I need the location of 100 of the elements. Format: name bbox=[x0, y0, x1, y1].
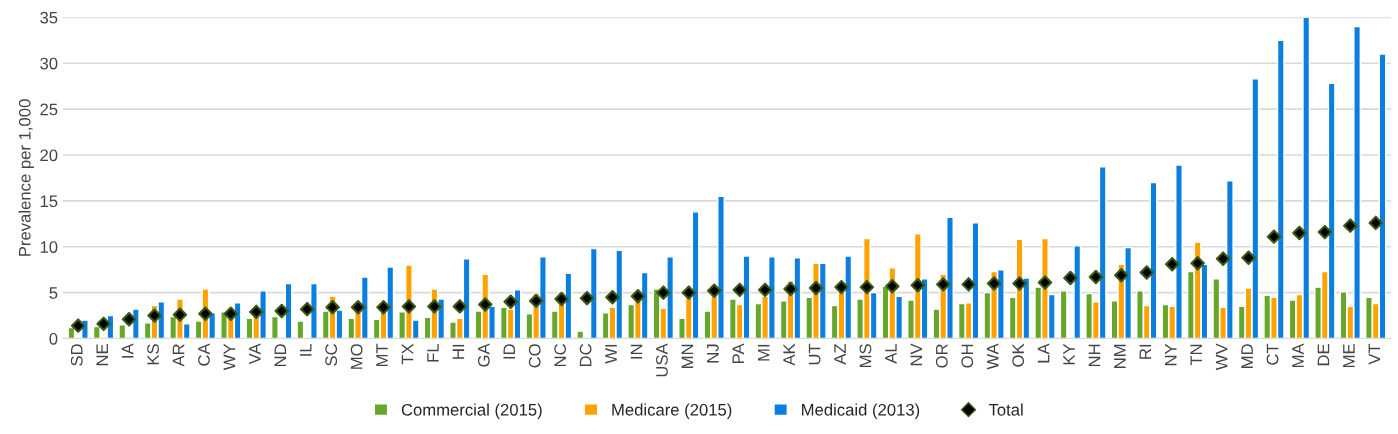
x-tick-label: NJ bbox=[707, 344, 719, 363]
x-tick-label: ID bbox=[503, 344, 516, 359]
bar bbox=[296, 320, 305, 339]
y-tick-label: 25 bbox=[40, 103, 58, 116]
point bbox=[961, 277, 976, 292]
point bbox=[630, 289, 646, 304]
bar bbox=[92, 325, 101, 339]
y-tick-label: 10 bbox=[40, 241, 58, 253]
bar bbox=[1059, 290, 1068, 339]
x-tick-label: CO bbox=[528, 344, 541, 368]
y-tick-label: 20 bbox=[40, 149, 58, 162]
x-tick-label: KS bbox=[147, 344, 159, 365]
y-tick-label: 30 bbox=[40, 57, 58, 70]
point bbox=[1343, 218, 1358, 233]
bar bbox=[131, 308, 140, 339]
x-tick-label: OH bbox=[961, 344, 974, 368]
x-tick-label: OK bbox=[1012, 343, 1025, 367]
point bbox=[808, 280, 824, 296]
bar bbox=[310, 282, 318, 339]
x-tick-label: VA bbox=[249, 343, 261, 365]
x-tick-label: NM bbox=[1114, 344, 1126, 368]
x-tick-label: TN bbox=[1190, 344, 1202, 366]
x-tick-label: MN bbox=[681, 344, 694, 368]
x-tick-label: IA bbox=[121, 343, 134, 358]
point bbox=[274, 303, 289, 319]
point bbox=[528, 293, 544, 309]
point bbox=[1292, 225, 1307, 241]
point bbox=[885, 278, 900, 294]
x-tick-label: NH bbox=[1088, 344, 1101, 367]
point bbox=[147, 308, 162, 323]
x-tick-label: MT bbox=[376, 343, 388, 367]
point bbox=[70, 318, 86, 333]
y-tick-label: 35 bbox=[40, 11, 58, 24]
bar bbox=[67, 326, 76, 339]
point bbox=[1215, 251, 1231, 266]
x-tick-label: VT bbox=[1368, 343, 1381, 365]
point bbox=[859, 279, 875, 295]
legend-label: Medicare (2015) bbox=[612, 403, 732, 419]
point bbox=[503, 294, 518, 310]
x-tick-label: MD bbox=[1241, 344, 1253, 368]
point bbox=[681, 285, 697, 300]
x-tick-label: AR bbox=[172, 344, 185, 367]
point bbox=[1317, 224, 1333, 240]
x-tick-label: KY bbox=[1063, 343, 1075, 365]
point bbox=[757, 282, 773, 298]
x-tick-label: RI bbox=[1139, 344, 1152, 359]
point bbox=[1037, 275, 1053, 290]
point bbox=[579, 290, 595, 306]
x-tick-label: CA bbox=[198, 343, 210, 366]
x-tick-label: DC bbox=[579, 344, 592, 367]
x-tick-label: NV bbox=[910, 343, 923, 366]
legend-label: Commercial (2015) bbox=[401, 403, 542, 419]
point bbox=[1164, 256, 1180, 272]
bar bbox=[589, 247, 598, 339]
point bbox=[656, 285, 671, 300]
bar bbox=[576, 330, 585, 339]
point bbox=[1368, 215, 1383, 231]
y-tick-label: 15 bbox=[40, 195, 58, 208]
x-tick-label: UT bbox=[808, 343, 821, 365]
x-tick-label: CT bbox=[1266, 343, 1279, 365]
x-tick-label: FL bbox=[427, 343, 439, 362]
legend-label: Medicaid (2013) bbox=[802, 403, 920, 419]
x-tick-label: AZ bbox=[834, 343, 846, 365]
x-tick-label: MS bbox=[859, 344, 872, 368]
point bbox=[706, 283, 722, 299]
x-tick-label: USA bbox=[656, 343, 668, 377]
x-tick-label: ME bbox=[1343, 344, 1355, 368]
bar bbox=[1073, 245, 1082, 339]
x-tick-label: MO bbox=[350, 344, 363, 369]
x-tick-label: SC bbox=[325, 344, 338, 366]
x-tick-label: TX bbox=[401, 343, 414, 365]
x-tick-label: AL bbox=[885, 343, 897, 364]
point bbox=[1266, 229, 1282, 244]
x-tick-label: WV bbox=[1215, 343, 1228, 371]
x-tick-label: NE bbox=[96, 344, 108, 366]
point bbox=[783, 281, 798, 297]
point bbox=[1012, 276, 1027, 291]
x-tick-label: PA bbox=[732, 343, 744, 364]
point bbox=[172, 307, 188, 322]
point bbox=[350, 300, 366, 315]
x-tick-label: ND bbox=[274, 344, 287, 367]
point bbox=[1063, 270, 1078, 286]
bar bbox=[271, 315, 279, 339]
x-tick-label: IN bbox=[630, 344, 643, 359]
x-tick-label: NY bbox=[1165, 343, 1177, 366]
point bbox=[1139, 265, 1155, 280]
point bbox=[986, 276, 1002, 291]
x-tick-label: DE bbox=[1317, 344, 1330, 366]
point bbox=[249, 304, 264, 320]
x-tick-label: WA bbox=[986, 343, 999, 370]
y-axis-title: Prevalence per 1,000 bbox=[18, 99, 34, 256]
point bbox=[1114, 267, 1129, 283]
x-tick-label: AK bbox=[783, 343, 795, 366]
point bbox=[96, 316, 111, 332]
point bbox=[427, 299, 442, 314]
point bbox=[935, 277, 951, 292]
point bbox=[299, 301, 315, 317]
legend-label: Total bbox=[988, 403, 1023, 416]
x-tick-label: GA bbox=[477, 343, 490, 367]
point bbox=[1241, 250, 1256, 266]
